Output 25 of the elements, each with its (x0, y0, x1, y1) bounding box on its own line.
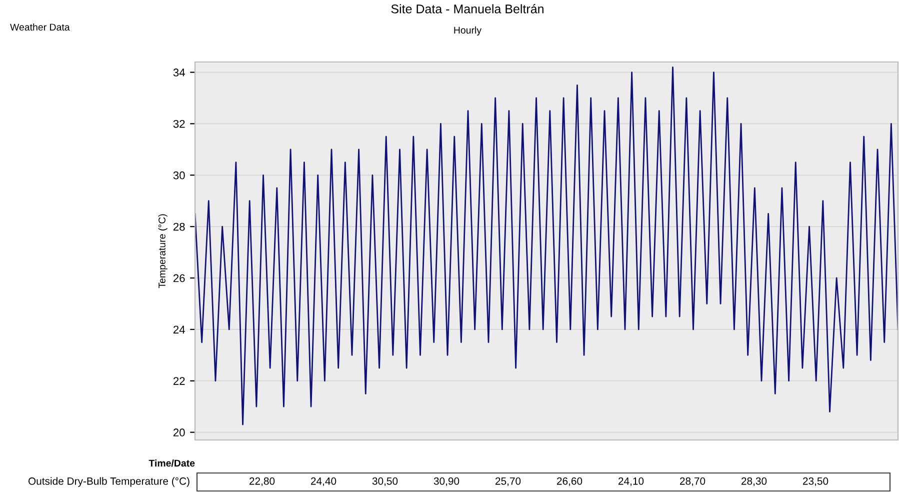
y-tick-label: 34 (173, 68, 185, 76)
y-axis-title: Temperature (°C) (158, 214, 168, 288)
y-tick-label: 22 (173, 377, 185, 385)
text: 26,60 (556, 477, 582, 486)
text: Weather Data (10, 23, 70, 31)
y-tick-label: 20 (173, 428, 185, 436)
y-tick-label: 32 (173, 120, 185, 128)
text: 24,10 (618, 477, 644, 486)
text: 28,70 (680, 477, 706, 486)
y-tick-label: 26 (173, 274, 185, 282)
y-tick-label: 28 (173, 222, 185, 231)
y-tick-label: 24 (173, 326, 185, 334)
text: 25,70 (495, 477, 521, 486)
text: Outside Dry-Bulb Temperature (°C) (28, 477, 190, 487)
y-tick-label: 30 (173, 171, 185, 180)
chart-subtitle: Hourly (454, 26, 482, 36)
text: 24,40 (310, 477, 336, 486)
line-series (195, 66, 898, 426)
text: 28,30 (741, 477, 767, 486)
text: 22,80 (249, 477, 275, 486)
text: 30,50 (372, 477, 398, 486)
text: 23,50 (802, 477, 828, 486)
chart-title: Site Data - Manuela Beltrán (391, 4, 544, 14)
x-axis-title: Time/Date (148, 459, 195, 467)
text: 30,90 (434, 477, 460, 486)
